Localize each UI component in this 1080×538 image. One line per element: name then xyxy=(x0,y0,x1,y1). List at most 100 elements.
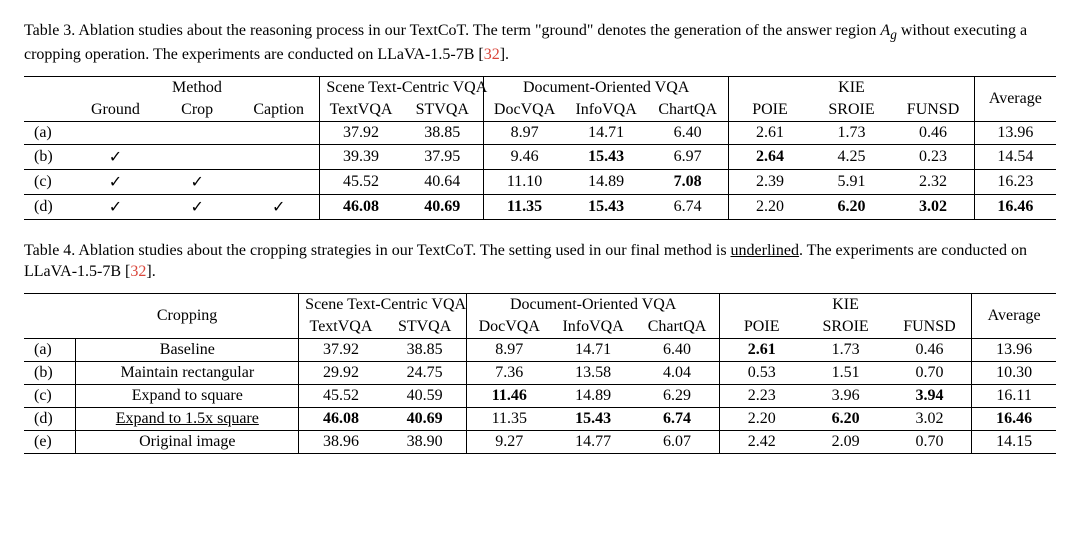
value-cell: 13.96 xyxy=(972,338,1056,361)
value-cell: 3.02 xyxy=(888,407,972,430)
table3-col-ground: Ground xyxy=(75,99,157,122)
value-cell: 4.25 xyxy=(811,144,893,169)
table3-caption: Table 3. Ablation studies about the reas… xyxy=(24,20,1056,66)
value-cell: 37.92 xyxy=(299,338,383,361)
check-cell: ✓ xyxy=(75,144,157,169)
table3-caption-prefix: Table 3. xyxy=(24,22,75,39)
table4-caption-end: ]. xyxy=(146,263,155,280)
table3-group-kie: KIE xyxy=(729,76,974,99)
row-label: (d) xyxy=(24,407,76,430)
value-cell: 2.20 xyxy=(719,407,803,430)
table3-col-poie: POIE xyxy=(729,99,811,122)
value-cell: 14.15 xyxy=(972,430,1056,453)
table4-header-row1: Cropping Scene Text-Centric VQA Document… xyxy=(24,293,1056,316)
value-cell: 2.32 xyxy=(892,169,974,194)
value-cell: 1.73 xyxy=(811,121,893,144)
value-cell: 6.40 xyxy=(635,338,719,361)
value-cell: 7.08 xyxy=(647,169,729,194)
value-cell: 6.97 xyxy=(647,144,729,169)
value-cell: 39.39 xyxy=(320,144,402,169)
value-cell: 40.69 xyxy=(402,194,484,219)
value-cell: 45.52 xyxy=(320,169,402,194)
value-cell: 2.23 xyxy=(719,384,803,407)
value-cell: 14.89 xyxy=(551,384,635,407)
check-cell xyxy=(75,121,157,144)
value-cell: 1.51 xyxy=(804,361,888,384)
cropping-name: Maintain rectangular xyxy=(76,361,299,384)
table3-caption-var: A xyxy=(880,22,890,39)
value-cell: 15.43 xyxy=(565,194,647,219)
check-cell: ✓ xyxy=(238,194,320,219)
value-cell: 6.07 xyxy=(635,430,719,453)
value-cell: 40.59 xyxy=(383,384,467,407)
value-cell: 46.08 xyxy=(299,407,383,430)
row-label: (a) xyxy=(24,121,75,144)
table3-col-funsd: FUNSD xyxy=(892,99,974,122)
table3-col-docvqa: DocVQA xyxy=(483,99,565,122)
check-cell: ✓ xyxy=(156,194,238,219)
table-row: (b)Maintain rectangular29.9224.757.3613.… xyxy=(24,361,1056,384)
value-cell: 9.46 xyxy=(483,144,565,169)
value-cell: 14.71 xyxy=(551,338,635,361)
value-cell: 6.20 xyxy=(804,407,888,430)
check-cell xyxy=(156,121,238,144)
value-cell: 4.04 xyxy=(635,361,719,384)
table3-group-doc: Document-Oriented VQA xyxy=(483,76,728,99)
table3-group-avg: Average xyxy=(974,76,1056,121)
table3-group-method: Method xyxy=(75,76,320,99)
value-cell: 37.95 xyxy=(402,144,484,169)
value-cell: 3.94 xyxy=(888,384,972,407)
value-cell: 6.20 xyxy=(811,194,893,219)
table4-col-textvqa: TextVQA xyxy=(299,316,383,339)
table3-col-infovqa: InfoVQA xyxy=(565,99,647,122)
value-cell: 11.35 xyxy=(483,194,565,219)
table3-block: Table 3. Ablation studies about the reas… xyxy=(24,20,1056,220)
value-cell: 0.46 xyxy=(892,121,974,144)
row-label: (d) xyxy=(24,194,75,219)
table4-col-poie: POIE xyxy=(719,316,803,339)
table-row: (e)Original image38.9638.909.2714.776.07… xyxy=(24,430,1056,453)
table4-cite[interactable]: 32 xyxy=(130,263,146,280)
value-cell: 2.42 xyxy=(719,430,803,453)
value-cell: 2.61 xyxy=(719,338,803,361)
check-cell xyxy=(238,169,320,194)
check-cell xyxy=(238,121,320,144)
table3-col-sroie: SROIE xyxy=(811,99,893,122)
value-cell: 14.71 xyxy=(565,121,647,144)
table4-caption: Table 4. Ablation studies about the crop… xyxy=(24,240,1056,283)
table4-group-scene: Scene Text-Centric VQA xyxy=(299,293,467,316)
table4-caption-prefix: Table 4. xyxy=(24,242,75,259)
table3-cite[interactable]: 32 xyxy=(484,46,500,63)
cropping-name: Original image xyxy=(76,430,299,453)
value-cell: 40.69 xyxy=(383,407,467,430)
table4-caption-underlined: underlined xyxy=(731,242,799,259)
table4-col-stvqa: STVQA xyxy=(383,316,467,339)
value-cell: 38.90 xyxy=(383,430,467,453)
table3: Method Scene Text-Centric VQA Document-O… xyxy=(24,76,1056,220)
table-row: (c)✓✓45.5240.6411.1014.897.082.395.912.3… xyxy=(24,169,1056,194)
check-cell xyxy=(156,144,238,169)
table-row: (a)Baseline37.9238.858.9714.716.402.611.… xyxy=(24,338,1056,361)
table4-group-kie: KIE xyxy=(719,293,971,316)
value-cell: 6.29 xyxy=(635,384,719,407)
value-cell: 9.27 xyxy=(467,430,551,453)
table4-col-sroie: SROIE xyxy=(804,316,888,339)
value-cell: 40.64 xyxy=(402,169,484,194)
value-cell: 8.97 xyxy=(483,121,565,144)
value-cell: 11.10 xyxy=(483,169,565,194)
cropping-name: Expand to 1.5x square xyxy=(76,407,299,430)
table4-col-infovqa: InfoVQA xyxy=(551,316,635,339)
table3-caption-end: ]. xyxy=(500,46,509,63)
value-cell: 16.46 xyxy=(974,194,1056,219)
cropping-name: Expand to square xyxy=(76,384,299,407)
table4-group-avg: Average xyxy=(972,293,1056,338)
value-cell: 2.20 xyxy=(729,194,811,219)
table-row: (a)37.9238.858.9714.716.402.611.730.4613… xyxy=(24,121,1056,144)
check-cell: ✓ xyxy=(75,169,157,194)
table4-col-funsd: FUNSD xyxy=(888,316,972,339)
value-cell: 11.35 xyxy=(467,407,551,430)
value-cell: 2.09 xyxy=(804,430,888,453)
table4-group-doc: Document-Oriented VQA xyxy=(467,293,719,316)
check-cell: ✓ xyxy=(75,194,157,219)
table4-group-cropping: Cropping xyxy=(76,293,299,338)
